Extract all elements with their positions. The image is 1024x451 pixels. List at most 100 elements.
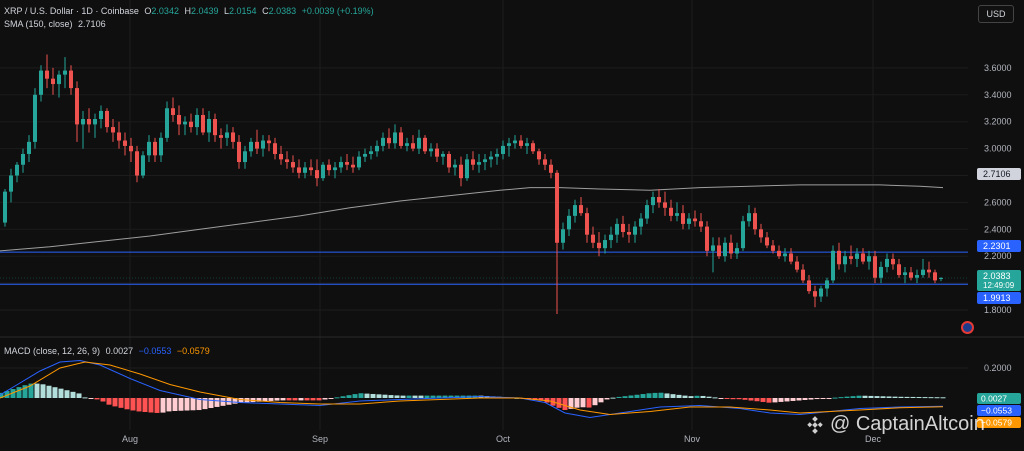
candle-body	[891, 258, 895, 265]
price-tick-label: 3.6000	[984, 63, 1012, 73]
macd-histogram-bar	[688, 396, 694, 398]
macd-histogram-bar	[370, 393, 376, 398]
macd-histogram-bar	[154, 398, 160, 413]
macd-histogram-bar	[280, 398, 286, 401]
sma-legend[interactable]: SMA (150, close) 2.7106	[4, 19, 109, 29]
macd-histogram-bar	[10, 389, 16, 398]
macd-histogram-bar	[628, 395, 634, 398]
macd-histogram-bar	[634, 394, 640, 398]
candle-body	[885, 258, 889, 267]
macd-histogram-bar	[256, 398, 262, 402]
candle-body	[897, 264, 901, 276]
candle-body	[27, 141, 31, 154]
macd-histogram-bar	[334, 397, 340, 399]
currency-button[interactable]: USD	[978, 5, 1014, 23]
candle-body	[603, 240, 607, 249]
candle-body	[117, 132, 121, 141]
macd-histogram-bar	[904, 396, 910, 398]
price-tick-label: 3.2000	[984, 117, 1012, 127]
time-tick-label: Oct	[496, 434, 511, 444]
macd-histogram-bar	[274, 398, 280, 401]
candle-body	[219, 135, 223, 138]
macd-histogram-bar	[646, 393, 652, 398]
candle-body	[423, 137, 427, 152]
macd-histogram-bar	[16, 387, 22, 398]
candle-body	[933, 272, 937, 281]
candle-body	[807, 280, 811, 292]
macd-histogram-bar	[4, 390, 10, 398]
macd-histogram-bar	[742, 398, 748, 400]
macd-histogram-bar	[778, 398, 784, 402]
macd-histogram-bar	[862, 395, 868, 398]
candle-body	[507, 143, 511, 146]
candle-body	[555, 172, 559, 243]
macd-histogram-bar	[292, 398, 298, 401]
line-price-badge	[977, 292, 1021, 304]
macd-histogram-bar	[88, 398, 94, 399]
candle-body	[615, 223, 619, 235]
macd-histogram-bar	[850, 396, 856, 398]
candle-body	[375, 145, 379, 152]
macd-histogram-bar	[436, 395, 442, 398]
macd-badge-text: −0.0553	[981, 406, 1012, 416]
candle-body	[531, 143, 535, 152]
macd-histogram-bar	[796, 398, 802, 401]
candle-body	[663, 202, 667, 208]
macd-histogram-bar	[712, 397, 718, 399]
macd-histogram-bar	[358, 393, 364, 398]
macd-histogram-bar	[886, 396, 892, 398]
candle-body	[609, 234, 613, 241]
macd-histogram-bar	[376, 394, 382, 398]
candle-body	[9, 175, 13, 192]
macd-histogram-bar	[112, 398, 118, 407]
macd-histogram-bar	[832, 397, 838, 399]
candle-body	[753, 213, 757, 230]
candle-body	[261, 140, 265, 149]
macd-histogram-bar	[304, 398, 310, 401]
candle-body	[459, 164, 463, 179]
macd-histogram-bar	[418, 395, 424, 398]
macd-histogram-bar	[148, 398, 154, 413]
candle-body	[363, 153, 367, 157]
macd-histogram-bar	[172, 398, 178, 411]
candle-body	[51, 78, 55, 85]
macd-badge-text: −0.0579	[981, 418, 1012, 428]
candle-body	[153, 141, 157, 156]
candle-body	[369, 151, 373, 154]
candle-body	[387, 137, 391, 144]
sma-price-badge-text: 2.7106	[983, 169, 1011, 179]
candle-body	[819, 288, 823, 297]
candle-body	[45, 70, 49, 79]
candle-body	[597, 242, 601, 249]
macd-histogram-bar	[22, 385, 28, 398]
macd-label: MACD (close, 12, 26, 9)	[4, 346, 101, 356]
macd-histogram-bar	[592, 398, 598, 406]
candle-body	[735, 248, 739, 254]
candle-body	[399, 132, 403, 146]
macd-histogram-bar	[100, 398, 106, 402]
candle-body	[159, 137, 163, 156]
us-flag-icon[interactable]	[961, 321, 974, 334]
candle-body	[147, 141, 151, 156]
candle-body	[567, 215, 571, 230]
candle-body	[129, 145, 133, 152]
high-label: H	[184, 6, 191, 16]
candle-body	[765, 237, 769, 246]
vertical-gridlines	[0, 0, 1024, 430]
macd-legend[interactable]: MACD (close, 12, 26, 9) 0.0027 −0.0553 −…	[4, 346, 213, 356]
last-price-badge	[977, 270, 1021, 291]
macd-histogram-bar	[568, 398, 574, 409]
binance-logo-icon	[807, 416, 823, 434]
close-value: 2.0383	[268, 6, 297, 16]
candle-body	[585, 213, 589, 235]
symbol-label[interactable]: XRP / U.S. Dollar · 1D · Coinbase	[4, 6, 139, 16]
candle-body	[291, 162, 295, 168]
macd-histogram-bar	[784, 398, 790, 402]
macd-histogram-bar	[346, 395, 352, 398]
candle-body	[303, 167, 307, 173]
macd-histogram-bar	[652, 392, 658, 398]
macd-histogram-bar	[598, 398, 604, 403]
macd-histogram-bar	[448, 395, 454, 398]
